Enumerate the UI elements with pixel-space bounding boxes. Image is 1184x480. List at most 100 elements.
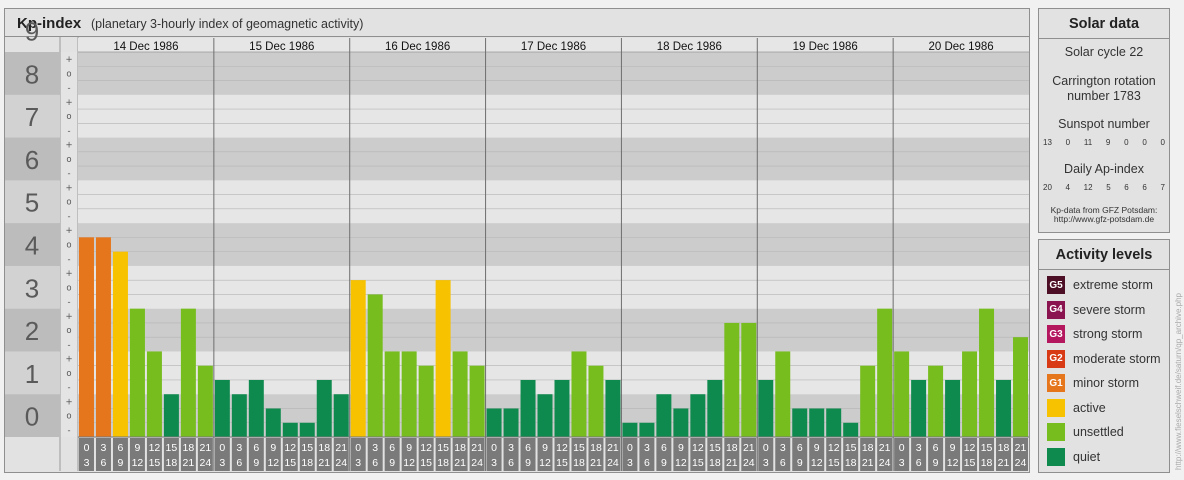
legend-swatch: G2 [1047,349,1065,368]
hour-label-box [248,438,264,471]
day-label: 20 Dec 1986 [928,41,993,53]
kp-bar [826,408,842,437]
hour-start-label: 0 [355,442,361,454]
kp-bar [452,351,468,437]
legend-swatch: G5 [1047,276,1065,294]
kp-bar [401,351,417,437]
kp-bar [282,422,298,437]
data-source-label: Kp-data from GFZ Potsdam: [1050,205,1158,215]
hour-start-label: 3 [372,442,378,454]
hour-end-label: 15 [692,457,704,469]
sunspot-value: 0 [1142,138,1147,147]
hour-start-label: 0 [219,442,225,454]
y-tick-label: 8 [25,59,39,89]
minor-tick-label: - [67,169,70,179]
legend-swatch [1047,423,1065,441]
hour-label-box [656,438,672,471]
hour-end-label: 24 [1015,457,1027,469]
hour-end-label: 12 [267,457,279,469]
hour-start-label: 3 [644,442,650,454]
ap-value: 7 [1160,183,1165,192]
hour-label-box [554,438,570,471]
axis-band-7 [5,94,60,138]
hour-end-label: 12 [811,457,823,469]
kp-bar [231,394,247,437]
minor-tick-label: o [66,198,71,208]
carrington-rotation-label: Carrington rotation [1052,74,1156,88]
ap-value: 6 [1124,183,1129,192]
hour-label-box [741,438,757,471]
hour-end-label: 3 [899,457,905,469]
hour-end-label: 18 [981,457,993,469]
hour-start-label: 12 [964,442,976,454]
sunspot-value: 0 [1065,138,1071,147]
kp-bar [367,294,383,437]
kp-bar [503,408,519,437]
kp-bar [418,365,434,437]
hour-start-label: 18 [590,442,602,454]
hour-start-label: 18 [318,442,330,454]
legend-item-active: active [1047,398,1106,418]
axis-band-0 [5,394,60,437]
minor-tick-label: + [65,183,72,193]
hour-label-box [826,438,842,471]
hour-end-label: 6 [916,457,922,469]
band-6 [78,137,1029,181]
minor-tick-label: o [66,69,71,79]
axis-band-2 [5,308,60,352]
hour-start-label: 3 [508,442,514,454]
y-tick-label: 6 [25,145,39,175]
minor-tick-label: + [65,269,72,279]
hour-start-label: 9 [950,442,956,454]
hour-start-label: 6 [933,442,939,454]
hour-start-label: 21 [879,442,891,454]
hour-label-box [265,438,281,471]
hour-end-label: 21 [726,457,738,469]
solar-data-heading: Solar data [1039,9,1169,39]
data-source-link[interactable]: http://www.gfz-potsdam.de [1053,214,1155,224]
hour-end-label: 3 [491,457,497,469]
band-7 [78,94,1029,138]
hour-end-label: 6 [372,457,378,469]
band-3 [78,265,1029,309]
hour-label-box [486,438,502,471]
legend-swatch: G4 [1047,300,1065,319]
ap-value: 6 [1142,183,1147,192]
hour-label-box [180,438,196,471]
hour-start-label: 0 [899,442,905,454]
sunspot-number-label: Sunspot number [1058,117,1150,131]
minor-tick-label: o [66,155,71,165]
hour-start-label: 6 [797,442,803,454]
hour-label-box [418,438,434,471]
hour-label-box [758,438,774,471]
hour-label-box [197,438,213,471]
legend-item-moderate-storm: G2 moderate storm [1047,349,1161,369]
hour-end-label: 3 [627,457,633,469]
hour-label-box [350,438,366,471]
kp-bar [180,308,196,437]
chart-title: Kp-index [17,15,82,32]
hour-start-label: 0 [627,442,633,454]
hour-start-label: 3 [780,442,786,454]
minor-axis-background [60,52,78,437]
legend-item-extreme-storm: G5 extreme storm [1047,275,1153,295]
hour-start-label: 21 [743,442,755,454]
hour-start-label: 15 [845,442,857,454]
ap-values: 20 4 12 5 6 6 7 [1043,183,1165,192]
kp-bar [690,394,706,437]
axis-band-1 [5,351,60,395]
kp-bar [928,365,944,437]
legend-label: minor storm [1073,376,1139,390]
kp-bar [384,351,400,437]
axis-band-5 [5,180,60,224]
legend-swatch: G3 [1047,325,1065,343]
sunspot-value: 0 [1160,138,1165,147]
kp-bar [129,308,145,437]
activity-levels-heading: Activity levels [1039,240,1169,270]
hour-start-label: 9 [678,442,684,454]
hour-end-label: 21 [590,457,602,469]
minor-tick-label: - [67,255,70,265]
hour-end-label: 9 [797,457,803,469]
ap-value: 12 [1083,183,1093,192]
hour-start-label: 0 [84,442,90,454]
